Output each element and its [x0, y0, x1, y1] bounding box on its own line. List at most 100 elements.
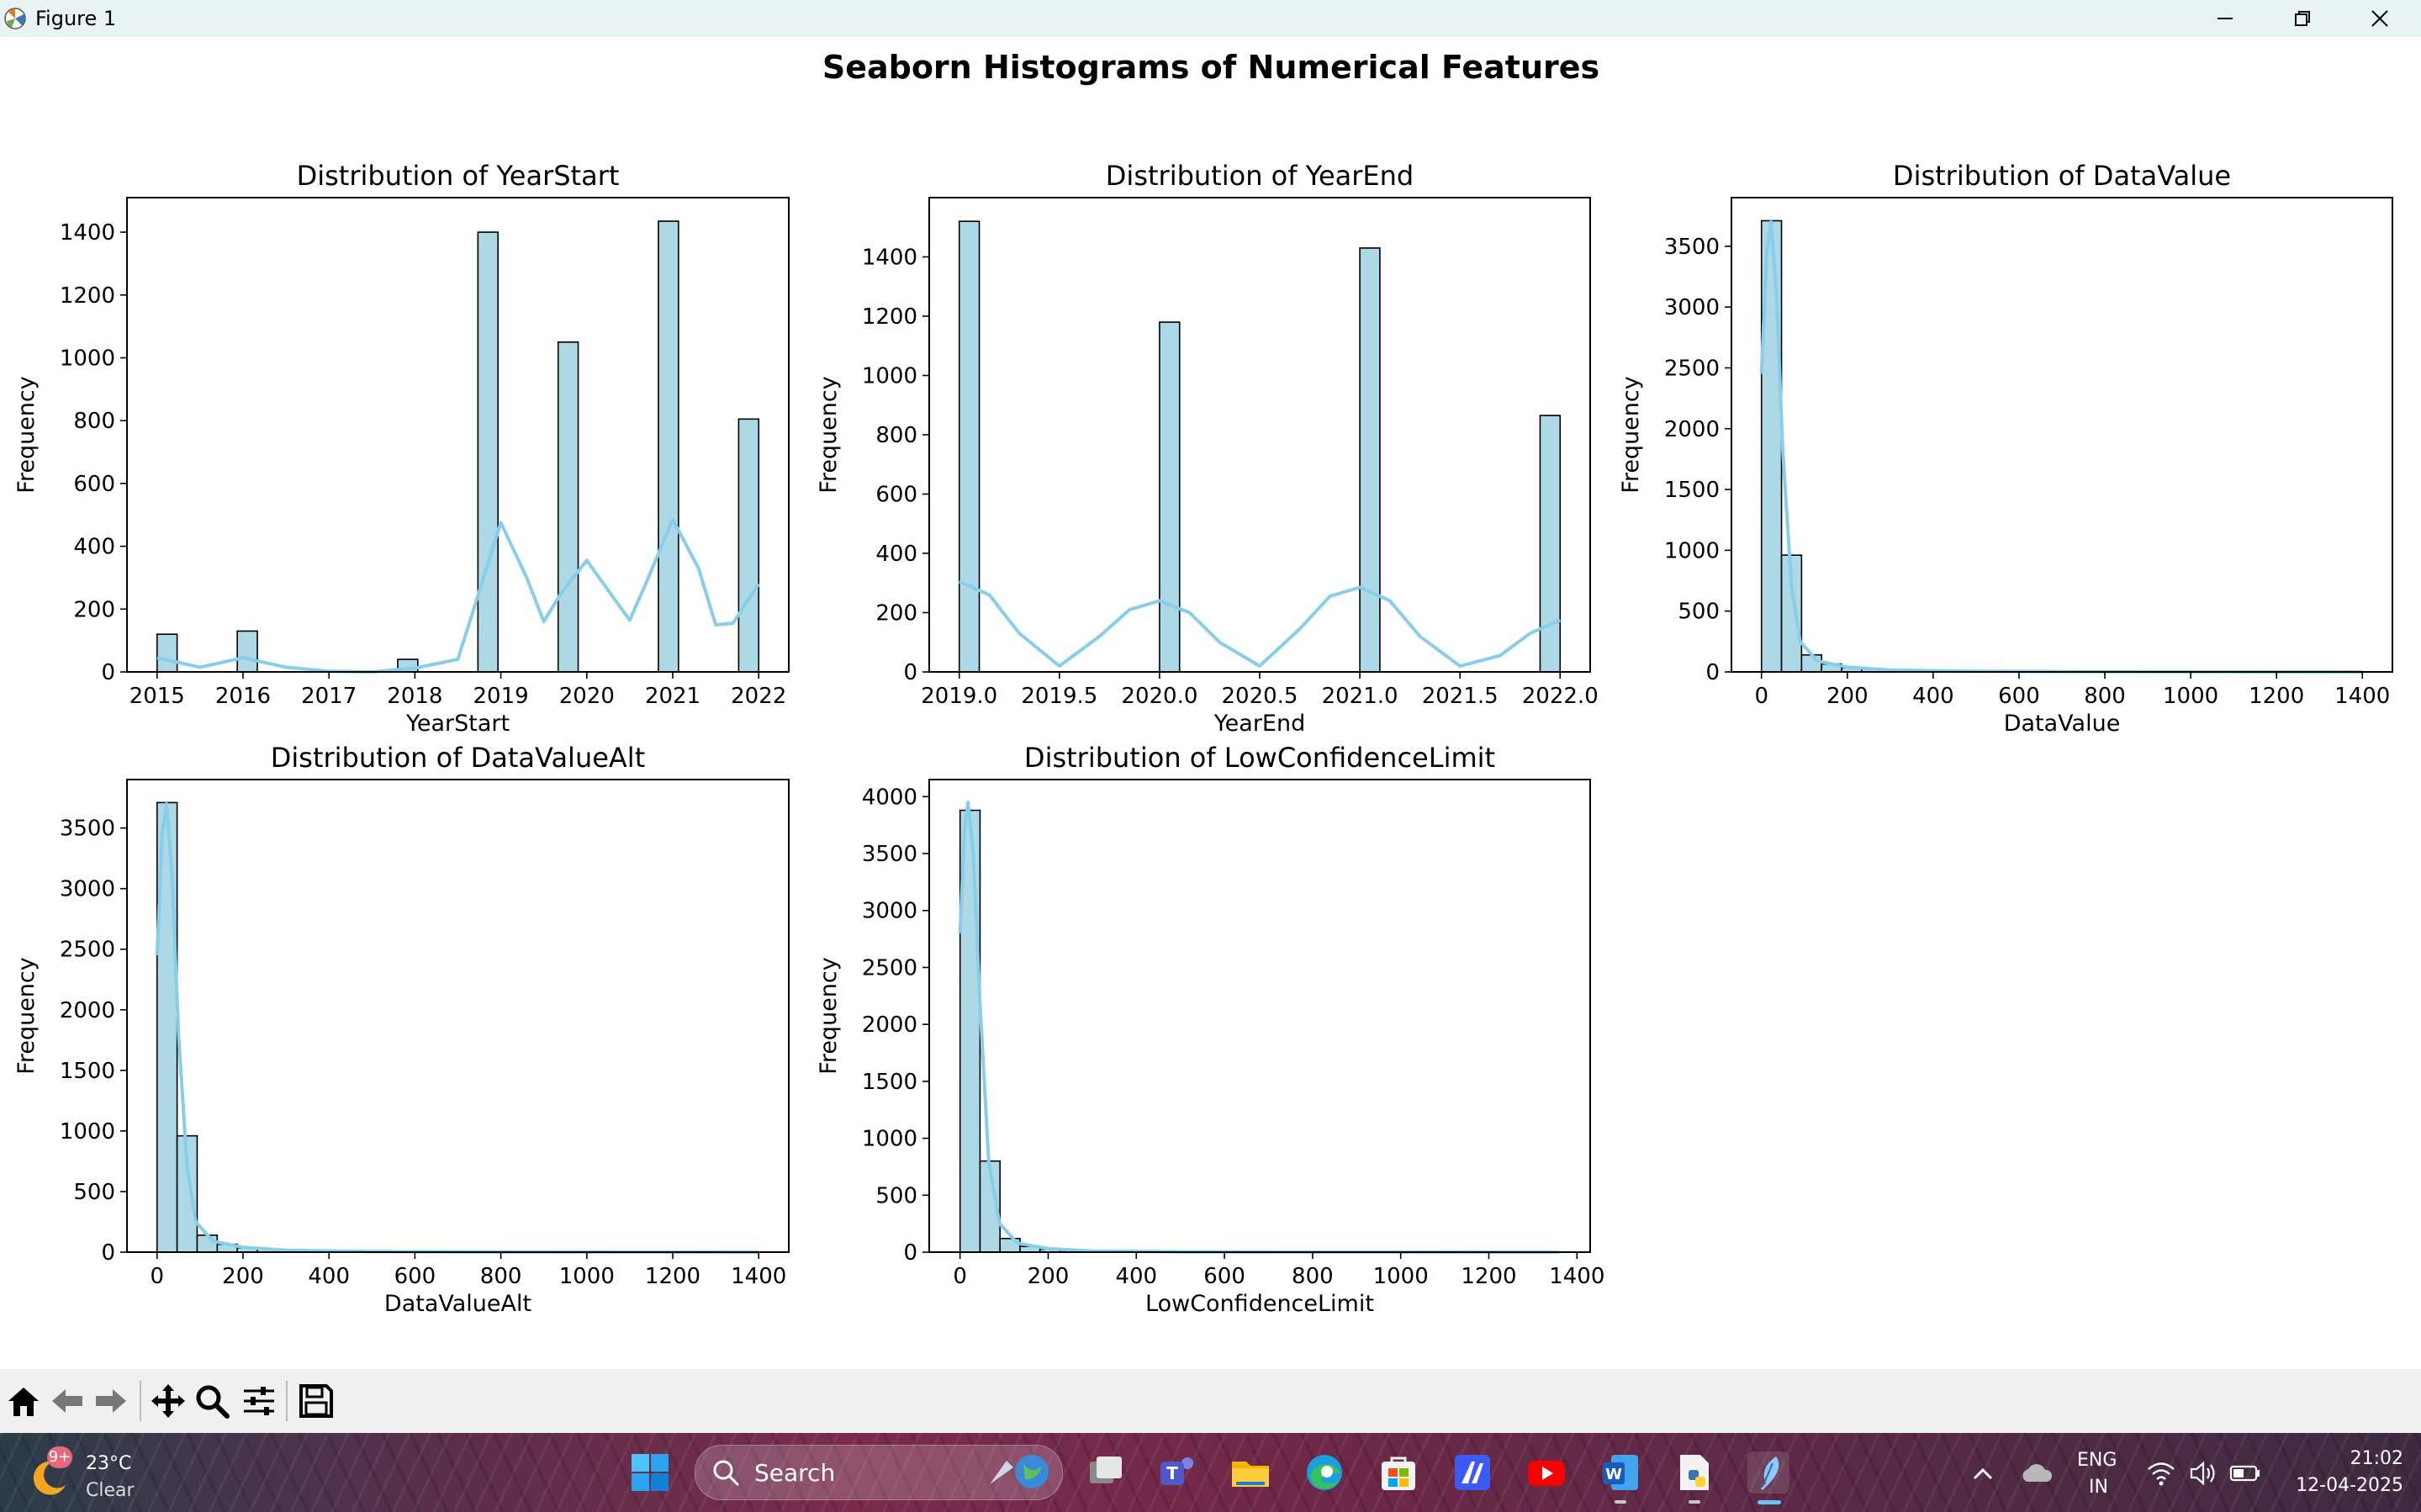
- axes-frame: [1731, 197, 2393, 673]
- svg-text:T: T: [1166, 1463, 1178, 1483]
- restore-button[interactable]: [2264, 0, 2341, 37]
- word-app[interactable]: W: [1599, 1451, 1641, 1504]
- save-figure-button[interactable]: [294, 1377, 338, 1425]
- home-icon: [8, 1388, 39, 1416]
- y-tick-label: 200: [875, 601, 917, 626]
- x-tick-label: 1400: [731, 1264, 786, 1289]
- x-axis-label: YearEnd: [1213, 711, 1305, 737]
- window-title: Figure 1: [35, 7, 117, 30]
- y-tick-label: 600: [875, 483, 917, 508]
- windows-logo-icon: [632, 1454, 669, 1491]
- chevron-up-icon: [1973, 1467, 1993, 1480]
- teams-app[interactable]: T: [1157, 1451, 1199, 1493]
- network-button[interactable]: [2146, 1458, 2176, 1488]
- minimize-icon: [2217, 18, 2233, 19]
- x-axis-label: DataValueAlt: [384, 1291, 531, 1317]
- clock-date: 12-04-2025: [2296, 1475, 2403, 1496]
- onedrive-button[interactable]: [2018, 1458, 2055, 1488]
- edge-app[interactable]: [1303, 1451, 1345, 1493]
- weather-moon-icon: [33, 1461, 66, 1495]
- zoom-button[interactable]: [190, 1377, 234, 1425]
- y-tick-label: 1000: [862, 364, 917, 389]
- y-tick-label: 1500: [862, 1070, 917, 1095]
- home-button[interactable]: [2, 1377, 45, 1425]
- axes-frame: [928, 779, 1591, 1253]
- y-tick-label: 3500: [60, 817, 115, 842]
- x-tick-label: 1400: [1549, 1264, 1604, 1289]
- start-button[interactable]: [629, 1451, 671, 1493]
- x-tick-label: 800: [1292, 1264, 1334, 1289]
- minimize-button[interactable]: [2186, 0, 2264, 37]
- x-axis-label: DataValue: [2004, 711, 2121, 737]
- microsoft-store-app[interactable]: [1377, 1451, 1419, 1493]
- battery-button[interactable]: [2228, 1458, 2262, 1488]
- task-view-button[interactable]: [1085, 1451, 1127, 1493]
- y-tick-label: 2500: [862, 955, 917, 981]
- histogram-bar: [1159, 321, 1181, 673]
- editor-app[interactable]: [1451, 1451, 1493, 1493]
- taskbar: 9+ 23°C Clear Search T: [0, 1433, 2421, 1512]
- weather-widget[interactable]: 9+ 23°C Clear: [25, 1440, 143, 1507]
- file-explorer-app[interactable]: [1229, 1451, 1271, 1493]
- x-tick-label: 2018: [387, 684, 442, 709]
- youtube-app[interactable]: [1525, 1451, 1567, 1493]
- y-tick-label: 1500: [1664, 478, 1720, 503]
- y-tick-label: 4000: [862, 785, 917, 810]
- search-highlight-icon: [990, 1455, 1049, 1488]
- matplotlib-figure-app[interactable]: [1747, 1451, 1789, 1504]
- navigation-toolbar: [0, 1369, 2421, 1433]
- y-tick-label: 600: [73, 472, 115, 497]
- subplot-title: Distribution of LowConfidenceLimit: [1024, 742, 1495, 774]
- y-tick-label: 1200: [60, 283, 115, 309]
- youtube-icon: [1528, 1461, 1565, 1486]
- restore-icon: [2295, 11, 2310, 26]
- y-tick-label: 500: [875, 1183, 917, 1208]
- figure-canvas[interactable]: Seaborn Histograms of Numerical Features…: [0, 37, 2421, 1369]
- axes-frame: [126, 779, 790, 1253]
- x-tick-label: 2022.0: [1522, 684, 1599, 709]
- y-tick-label: 800: [875, 423, 917, 448]
- axes-frame: [126, 197, 790, 673]
- window-titlebar: Figure 1: [0, 0, 2421, 37]
- x-axis-label: YearStart: [405, 711, 510, 737]
- histogram-bar: [477, 231, 499, 673]
- y-tick-label: 0: [1705, 660, 1720, 685]
- x-tick-label: 0: [953, 1264, 967, 1289]
- feather-icon: [1761, 1456, 1779, 1490]
- show-hidden-icons-button[interactable]: [1968, 1458, 1998, 1488]
- y-tick-label: 0: [101, 1240, 115, 1266]
- y-tick-label: 1000: [60, 1119, 115, 1145]
- x-tick-label: 400: [308, 1264, 350, 1289]
- forward-button[interactable]: [89, 1377, 133, 1425]
- search-icon: [713, 1460, 739, 1486]
- y-axis-label: Frequency: [816, 957, 842, 1075]
- configure-subplots-button[interactable]: [237, 1377, 281, 1425]
- matplotlib-app-icon: [4, 8, 26, 29]
- y-tick-label: 800: [73, 409, 115, 434]
- kde-curve: [958, 801, 1560, 1254]
- y-tick-label: 3500: [1664, 235, 1720, 260]
- language-indicator[interactable]: ENG IN: [2070, 1445, 2129, 1500]
- running-indicator: [1689, 1500, 1700, 1504]
- editor-app-icon: [1455, 1455, 1490, 1490]
- x-tick-label: 2022: [731, 684, 786, 709]
- battery-icon: [2229, 1465, 2260, 1482]
- clock[interactable]: 21:02 12-04-2025: [2279, 1443, 2413, 1502]
- pan-button[interactable]: [146, 1377, 190, 1425]
- y-tick-label: 3000: [60, 877, 115, 902]
- y-tick-label: 500: [1678, 600, 1720, 625]
- y-tick-label: 2000: [1664, 417, 1720, 442]
- close-button[interactable]: [2341, 0, 2418, 37]
- y-tick-label: 1400: [60, 220, 115, 246]
- running-indicator: [1615, 1500, 1626, 1504]
- word-icon: W: [1603, 1455, 1638, 1490]
- y-tick-label: 3000: [1664, 295, 1720, 320]
- weather-temperature: 23°C: [86, 1453, 132, 1474]
- python-app[interactable]: [1673, 1451, 1715, 1504]
- back-button[interactable]: [45, 1377, 89, 1425]
- x-tick-label: 1200: [1461, 1264, 1516, 1289]
- volume-button[interactable]: [2188, 1458, 2218, 1488]
- x-tick-label: 2021.0: [1322, 684, 1398, 709]
- y-tick-label: 1000: [862, 1127, 917, 1152]
- taskbar-search-box[interactable]: Search: [695, 1445, 1063, 1500]
